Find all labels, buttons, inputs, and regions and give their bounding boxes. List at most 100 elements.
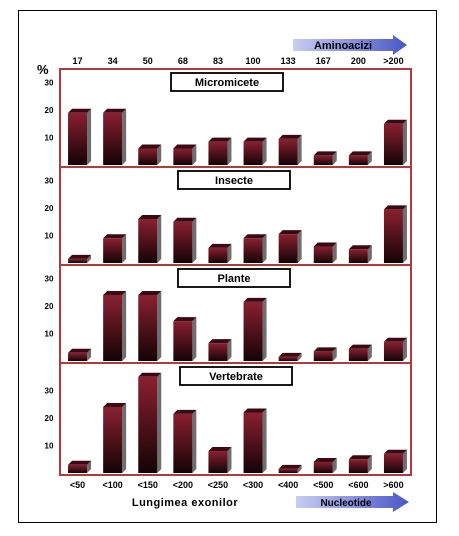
bar-top xyxy=(313,242,337,247)
bar-side xyxy=(122,291,127,361)
bar xyxy=(348,459,368,473)
bar-top xyxy=(208,447,232,451)
x-axis-label: Lungimea exonilor xyxy=(132,497,239,509)
panel-title: Micromicete xyxy=(195,77,259,89)
bar-top xyxy=(348,344,372,349)
bar xyxy=(173,221,193,263)
bar-side xyxy=(227,447,232,473)
bottom-axis-arrow xyxy=(296,492,409,512)
bottom-tick-label: <50 xyxy=(70,480,85,490)
bar-side xyxy=(122,234,127,263)
bar xyxy=(348,155,368,165)
bar xyxy=(383,209,403,263)
bar xyxy=(68,112,88,165)
top-tick-label: 68 xyxy=(178,56,188,66)
bar-top xyxy=(208,137,232,142)
bar-top xyxy=(243,234,267,239)
bar xyxy=(138,219,158,263)
bar-side xyxy=(262,297,267,361)
bar-top xyxy=(173,217,197,222)
bar-top xyxy=(243,137,267,142)
bar-top xyxy=(278,464,302,469)
bar-top xyxy=(68,254,92,259)
bar xyxy=(208,141,228,165)
bar-side xyxy=(297,464,302,473)
bar-top xyxy=(313,151,337,156)
y-tick-label: 20 xyxy=(45,302,54,311)
bar-top xyxy=(278,230,302,235)
bar-side xyxy=(157,215,162,263)
panel-frame xyxy=(59,362,412,476)
bar xyxy=(243,238,263,263)
panel-title-box xyxy=(177,268,291,288)
top-axis-label: Aminoacizi xyxy=(314,40,372,52)
bar xyxy=(278,356,298,361)
bottom-tick-label: <150 xyxy=(138,480,158,490)
bar xyxy=(103,112,123,165)
bar xyxy=(348,249,368,263)
bar-side xyxy=(402,205,407,263)
bar-top xyxy=(383,449,407,454)
bar-top xyxy=(173,144,197,149)
bar-side xyxy=(87,108,92,165)
top-tick-label: 50 xyxy=(143,56,153,66)
y-tick-label: 20 xyxy=(45,106,54,115)
bar-top xyxy=(208,339,232,344)
panel-title-box xyxy=(170,72,284,92)
bar-top xyxy=(68,348,92,353)
bar xyxy=(103,407,123,473)
bar xyxy=(313,246,333,263)
bottom-tick-label: <500 xyxy=(313,480,333,490)
bar-side xyxy=(122,403,127,473)
bar-top xyxy=(68,108,92,113)
y-tick-label: 10 xyxy=(45,442,54,451)
bar-side xyxy=(367,344,372,361)
bar-side xyxy=(332,151,337,165)
bar-top xyxy=(383,119,407,124)
bottom-axis-label: Nucleotide xyxy=(320,498,372,509)
bar-side xyxy=(192,409,197,473)
top-tick-label: 34 xyxy=(108,56,118,66)
bar xyxy=(383,341,403,361)
panel-title: Vertebrate xyxy=(209,371,263,383)
bar-side xyxy=(402,119,407,165)
bar-top xyxy=(348,151,372,156)
bar-side xyxy=(402,449,407,473)
bar xyxy=(208,343,228,361)
bar xyxy=(383,453,403,473)
bar xyxy=(138,148,158,165)
bottom-tick-label: <300 xyxy=(243,480,263,490)
bar-side xyxy=(297,230,302,263)
bar-top xyxy=(138,215,162,219)
y-tick-label: 30 xyxy=(45,177,54,186)
bar xyxy=(173,148,193,165)
bottom-tick-label: <400 xyxy=(278,480,298,490)
top-tick-label: 83 xyxy=(213,56,223,66)
bar-side xyxy=(402,337,407,361)
bar xyxy=(383,123,403,165)
bar-side xyxy=(192,317,197,361)
y-tick-label: 30 xyxy=(45,387,54,396)
top-tick-label: 133 xyxy=(281,56,296,66)
bar-top xyxy=(103,234,127,239)
bottom-tick-label: <100 xyxy=(103,480,123,490)
bar-top xyxy=(103,403,127,407)
bar xyxy=(208,247,228,263)
top-tick-label: 167 xyxy=(316,56,331,66)
bar-side xyxy=(227,339,232,361)
bar-top xyxy=(103,108,127,113)
bar-side xyxy=(87,460,92,473)
bar-top xyxy=(68,460,92,465)
bar-side xyxy=(367,245,372,263)
panel-title-box xyxy=(179,366,293,386)
bar-side xyxy=(332,347,337,361)
bar xyxy=(173,321,193,361)
bar-top xyxy=(383,337,407,342)
bar-top xyxy=(138,144,162,149)
bar-top xyxy=(138,291,162,295)
y-tick-label: 20 xyxy=(45,204,54,213)
bar-side xyxy=(157,291,162,361)
panel-title-box xyxy=(177,170,291,190)
bar-side xyxy=(157,372,162,473)
